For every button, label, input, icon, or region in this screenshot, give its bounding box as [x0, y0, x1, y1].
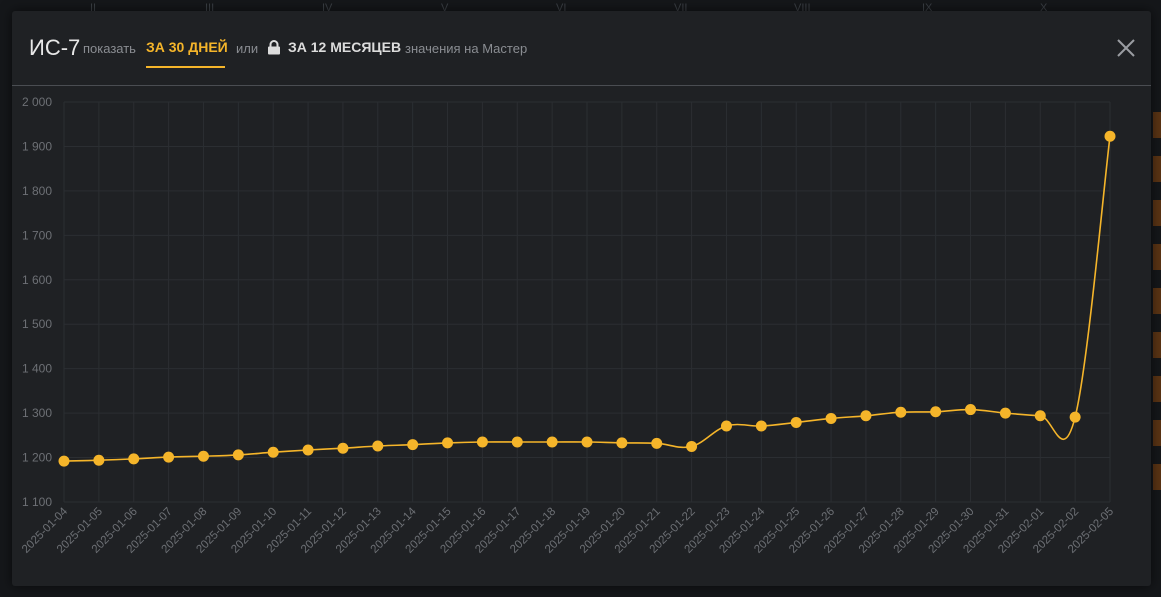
y-tick-label: 1 700: [22, 228, 52, 242]
data-point: [232, 449, 244, 461]
y-tick-label: 1 900: [22, 139, 52, 153]
background-tank-card: [1153, 420, 1161, 446]
x-axis: 2025-01-042025-01-052025-01-062025-01-07…: [20, 505, 1116, 556]
modal-header: ИС-7 показать ЗА 30 ДНЕЙ или ЗА 12 МЕСЯЦ…: [12, 11, 1151, 86]
data-point: [895, 406, 907, 418]
y-tick-label: 1 200: [22, 451, 52, 465]
background-tank-card: [1153, 112, 1161, 138]
close-icon[interactable]: [1117, 39, 1135, 57]
tier-label: VI: [556, 2, 567, 14]
data-point: [302, 444, 314, 456]
data-point: [197, 450, 209, 462]
background-tank-card: [1153, 376, 1161, 402]
data-point: [686, 440, 698, 452]
y-tick-label: 1 800: [22, 184, 52, 198]
data-point: [825, 412, 837, 424]
data-point: [930, 406, 942, 418]
background-tank-card: [1153, 244, 1161, 270]
tab-12-months[interactable]: ЗА 12 МЕСЯЦЕВ: [288, 39, 402, 55]
y-tick-label: 1 100: [22, 495, 52, 509]
y-tick-label: 1 600: [22, 273, 52, 287]
data-point: [407, 439, 419, 451]
data-point: [1034, 410, 1046, 422]
data-point: [755, 420, 767, 432]
data-point: [511, 436, 523, 448]
tier-label: IX: [922, 2, 933, 14]
background-tank-card: [1153, 200, 1161, 226]
background-tank-card: [1153, 156, 1161, 182]
background-tank-card: [1153, 464, 1161, 490]
data-point: [442, 437, 454, 449]
y-axis: 2 000 1 900 1 800 1 700 1 600 1 500 1 400 1 300…: [22, 95, 52, 509]
y-tick-label: 1 400: [22, 362, 52, 376]
tier-label: X: [1040, 2, 1048, 14]
data-point: [372, 440, 384, 452]
show-label: показать: [83, 41, 136, 56]
active-tab-underline: [146, 66, 225, 68]
data-point: [267, 446, 279, 458]
tab-30-days[interactable]: ЗА 30 ДНЕЙ: [146, 39, 228, 55]
data-point: [337, 442, 349, 454]
data-point: [546, 436, 558, 448]
data-point: [128, 453, 140, 465]
chart-modal: ИС-7 показать ЗА 30 ДНЕЙ или ЗА 12 МЕСЯЦ…: [12, 11, 1151, 586]
y-tick-label: 2 000: [22, 95, 52, 109]
tier-label: III: [205, 2, 215, 14]
or-label: или: [236, 41, 259, 56]
data-point: [93, 454, 105, 466]
lock-icon: [268, 40, 280, 55]
data-point: [999, 407, 1011, 419]
values-label: значения на Мастер: [405, 41, 528, 56]
y-tick-label: 1 500: [22, 317, 52, 331]
background-tank-card: [1153, 332, 1161, 358]
price-line-chart: 2 000 1 900 1 800 1 700 1 600 1 500 1 400 1 300…: [20, 95, 1116, 556]
data-point: [965, 404, 977, 416]
data-point: [616, 437, 628, 449]
data-point: [860, 410, 872, 422]
data-point: [163, 451, 175, 463]
chart-grid: [63, 101, 1111, 503]
tier-label: V: [441, 2, 449, 14]
background-tank-card: [1153, 288, 1161, 314]
data-point: [1069, 411, 1081, 423]
data-point: [1104, 130, 1116, 142]
data-point: [581, 436, 593, 448]
data-point: [651, 437, 663, 449]
vehicle-title: ИС-7: [29, 35, 81, 60]
tier-label: II: [90, 2, 97, 14]
data-point: [476, 436, 488, 448]
data-point: [790, 416, 802, 428]
data-point: [720, 420, 732, 432]
tier-label: IV: [322, 2, 333, 14]
chart-series: [58, 130, 1116, 467]
y-tick-label: 1 300: [22, 406, 52, 420]
data-point: [58, 455, 70, 467]
